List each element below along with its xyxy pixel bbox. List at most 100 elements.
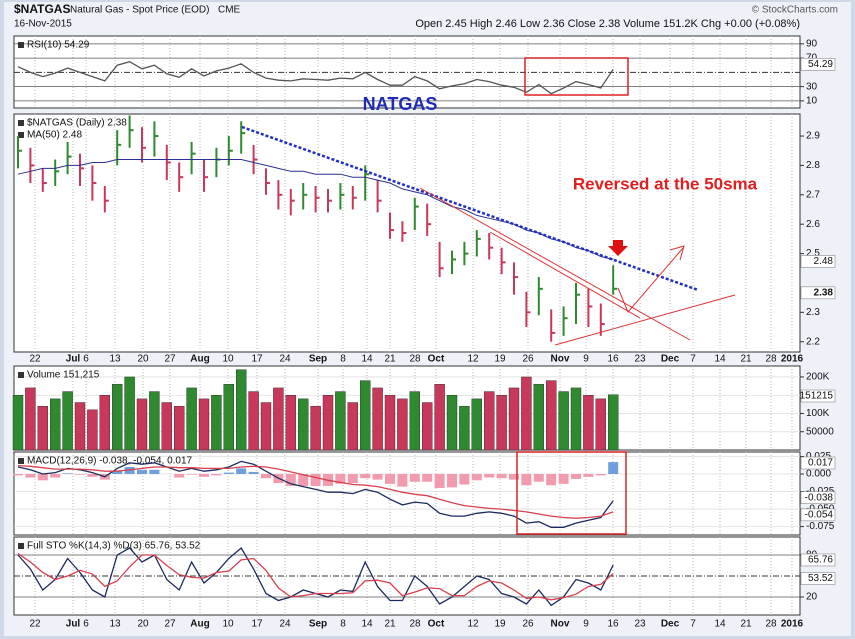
volume-bar: [446, 395, 458, 451]
x-tick-label: 17: [251, 619, 263, 630]
value-badge: 2.48: [814, 256, 834, 267]
legend-swatch: [18, 543, 24, 549]
x-tick-label: Jul: [66, 354, 81, 365]
histogram-bar: [186, 474, 197, 475]
volume-bar: [260, 402, 272, 451]
value-badge: 0.017: [808, 458, 833, 469]
x-tick-label: 19: [494, 354, 506, 365]
y-tick-label: 200K: [806, 372, 830, 383]
histogram-bar: [509, 474, 519, 480]
volume-bar: [422, 402, 433, 451]
volume-bar: [496, 395, 507, 451]
volume-bar: [99, 395, 111, 451]
highlight-box: [516, 451, 627, 535]
x-tick-label: 21: [384, 619, 396, 630]
date: 16-Nov-2015: [14, 19, 72, 30]
value-badge-box: [800, 553, 836, 567]
y-tick-label: 30: [806, 81, 818, 92]
volume-bar: [285, 395, 296, 451]
histogram-bar: [583, 474, 594, 477]
x-tick-label: 20: [137, 354, 149, 365]
volume-bar: [273, 387, 284, 451]
histogram-bar: [360, 474, 371, 479]
y-tick-label: -0.075: [806, 521, 835, 532]
value-badge-box: [800, 255, 836, 268]
value-badge-box: [800, 491, 836, 504]
y-tick-label: 10: [806, 96, 818, 107]
volume-bar: [186, 387, 197, 451]
volume-bar: [198, 398, 210, 451]
x-tick-label: 7: [690, 619, 696, 630]
volume-bar: [298, 398, 309, 451]
histogram-bar: [459, 474, 470, 485]
histogram-bar: [422, 474, 433, 482]
histogram-bar: [37, 474, 48, 481]
credit: © StockCharts.com: [752, 5, 838, 16]
volume-bar: [484, 391, 495, 451]
value-badge-box: [800, 456, 836, 470]
legend-swatch: [18, 120, 24, 126]
volume-bar: [434, 384, 445, 451]
volume-bar: [459, 405, 470, 451]
legend-swatch: [18, 42, 24, 48]
x-tick-label: 16: [607, 619, 619, 630]
x-tick-label: Sep: [309, 619, 327, 630]
histogram-bar: [521, 474, 532, 486]
value-badge-box: [800, 286, 836, 300]
legend-entry: Volume 151,215: [27, 370, 100, 381]
x-tick-label: 6: [83, 354, 89, 365]
x-tick-label: 9: [583, 619, 589, 630]
x-tick-label: 2016: [781, 619, 804, 630]
histogram-bar: [149, 469, 160, 475]
histogram-bar: [223, 472, 234, 475]
x-tick-label: 24: [279, 619, 291, 630]
volume-bar: [62, 391, 73, 451]
histogram-bar: [546, 474, 557, 486]
x-tick-label: Aug: [190, 619, 209, 630]
histogram-bar: [533, 474, 544, 482]
volume-bar: [235, 369, 247, 451]
x-tick-label: 21: [384, 354, 396, 365]
volume-bar: [372, 387, 383, 451]
histogram-bar: [372, 474, 383, 480]
volume-bar: [124, 376, 135, 451]
legend-swatch: [18, 458, 24, 464]
volume-bar: [546, 380, 557, 451]
indicator-line: [17, 61, 614, 95]
legend-entry: MACD(12,26,9) -0.038, -0.054, 0.017: [27, 456, 193, 467]
y-tick-label: 0.000: [806, 469, 831, 480]
x-tick-label: 6: [83, 619, 89, 630]
legend-entry: Full STO %K(14,3) %D(3) 65.76, 53.52: [27, 541, 201, 552]
x-tick-label: 14: [714, 619, 726, 630]
value-badge: -0.038: [805, 492, 834, 503]
histogram-bar: [248, 471, 259, 475]
volume-bar: [87, 409, 98, 451]
legend-swatch: [18, 372, 24, 378]
annotations: [241, 57, 736, 535]
x-tick-label: 7: [690, 354, 696, 365]
histogram-bar: [347, 474, 358, 484]
y-tick-label: 2.3: [806, 307, 820, 318]
volume-bar: [360, 380, 371, 451]
x-tick-label: 28: [765, 619, 777, 630]
y-tick-label: 90: [806, 38, 818, 49]
x-tick-label: 8: [340, 354, 346, 365]
histogram-bar: [558, 474, 569, 484]
volume-bar: [409, 391, 420, 451]
x-tick-label: 10: [222, 619, 234, 630]
value-badge: 65.76: [808, 555, 833, 566]
x-tick-label: 17: [251, 354, 263, 365]
volume-bar: [583, 395, 594, 451]
y-tick-label: 2.6: [806, 219, 820, 230]
volume-bar: [533, 384, 544, 451]
histogram-bar: [595, 474, 606, 476]
x-tick-label: 12: [467, 619, 479, 630]
trendline: [241, 125, 699, 292]
x-tick-label: 2016: [781, 354, 804, 365]
histogram-bar: [385, 474, 395, 484]
value-badge-box: [800, 572, 836, 585]
volume-bar: [558, 391, 569, 451]
histogram-bar: [335, 474, 346, 484]
y-tick-label: 2.9: [806, 131, 820, 142]
volume-bar: [397, 398, 408, 451]
